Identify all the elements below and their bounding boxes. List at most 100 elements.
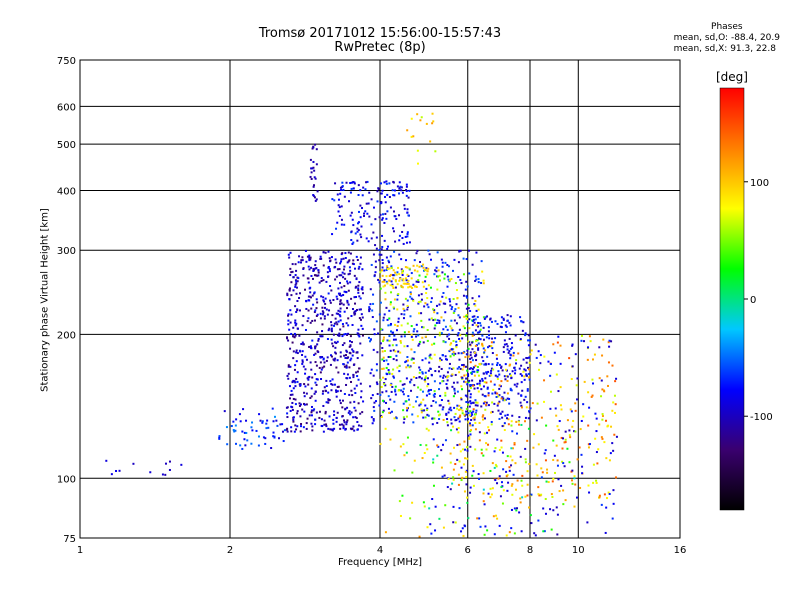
data-point (317, 337, 320, 340)
data-point (409, 517, 412, 520)
data-point (387, 355, 390, 358)
data-point (419, 443, 422, 446)
data-point (444, 391, 447, 394)
data-point (441, 271, 444, 274)
data-point (338, 332, 341, 335)
data-point (301, 350, 304, 353)
data-point (496, 517, 499, 520)
data-point (352, 363, 355, 366)
data-point (463, 315, 466, 318)
data-point (597, 448, 600, 451)
data-point (337, 292, 340, 295)
data-point (540, 493, 543, 496)
data-point (168, 468, 171, 471)
data-point (481, 415, 484, 418)
data-point (426, 273, 429, 276)
data-point (427, 284, 430, 287)
data-point (474, 344, 477, 347)
data-point (451, 306, 454, 309)
data-point (389, 383, 392, 386)
data-point (388, 317, 391, 320)
x-tick-label: 8 (527, 545, 533, 556)
data-point (460, 282, 463, 285)
data-point (529, 353, 532, 356)
data-point (453, 446, 456, 449)
data-point (340, 286, 343, 289)
data-point (477, 337, 480, 340)
data-point (474, 304, 477, 307)
data-point (428, 392, 431, 395)
data-point (369, 340, 372, 343)
data-point (527, 372, 530, 375)
data-point (296, 380, 299, 383)
data-point (314, 309, 317, 312)
data-point (487, 404, 490, 407)
data-point (520, 381, 523, 384)
data-point (335, 389, 338, 392)
data-point (543, 530, 546, 533)
data-point (495, 354, 498, 357)
data-point (527, 334, 530, 337)
data-point (273, 415, 276, 418)
data-point (354, 232, 357, 235)
data-point (466, 457, 469, 460)
data-point (110, 473, 113, 476)
data-point (466, 417, 469, 420)
data-point (458, 250, 461, 253)
data-point (311, 167, 314, 170)
data-point (286, 292, 289, 295)
data-point (397, 266, 400, 269)
data-point (470, 402, 473, 405)
data-point (471, 348, 474, 351)
data-point (314, 399, 317, 402)
data-point (425, 287, 428, 290)
data-point (405, 190, 408, 193)
data-point (471, 323, 474, 326)
data-point (434, 318, 437, 321)
data-point (388, 267, 391, 270)
data-point (434, 505, 437, 508)
data-point (472, 410, 475, 413)
data-point (594, 412, 597, 415)
data-point (218, 435, 221, 438)
data-point (501, 369, 504, 372)
data-point (345, 322, 348, 325)
data-point (434, 150, 437, 153)
data-point (506, 348, 509, 351)
data-point (468, 249, 471, 252)
data-point (398, 273, 401, 276)
data-point (311, 147, 314, 150)
data-point (468, 436, 471, 439)
data-point (391, 284, 394, 287)
data-point (319, 255, 322, 258)
data-point (370, 397, 373, 400)
data-point (509, 357, 512, 360)
data-point (400, 189, 403, 192)
data-point (467, 340, 470, 343)
data-point (310, 422, 313, 425)
data-point (352, 350, 355, 353)
data-point (457, 417, 460, 420)
data-point (587, 484, 590, 487)
data-point (513, 366, 516, 369)
data-point (305, 427, 308, 430)
data-point (333, 324, 336, 327)
data-point (452, 521, 455, 524)
data-point (526, 357, 529, 360)
data-point (392, 286, 395, 289)
data-point (579, 428, 582, 431)
data-point (472, 470, 475, 473)
data-point (315, 378, 318, 381)
data-point (449, 304, 452, 307)
data-point (406, 232, 409, 235)
y-tick-label: 400 (57, 186, 76, 197)
data-point (498, 363, 501, 366)
data-point (490, 493, 493, 496)
data-point (289, 309, 292, 312)
data-point (422, 285, 425, 288)
data-point (375, 236, 378, 239)
data-point (440, 316, 443, 319)
data-point (401, 230, 404, 233)
data-point (610, 425, 613, 428)
data-point (479, 328, 482, 331)
